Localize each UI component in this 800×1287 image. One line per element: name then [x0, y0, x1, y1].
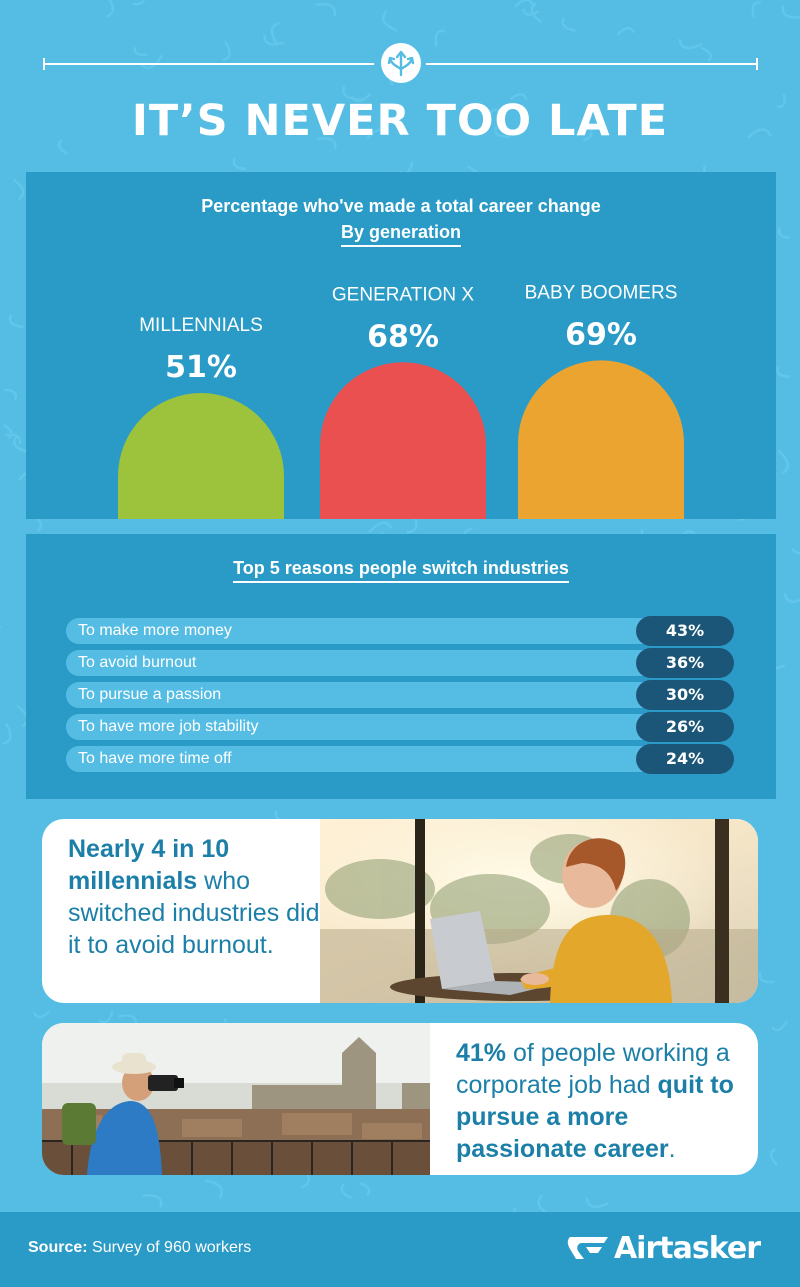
reasons-title-wrap: Top 5 reasons people switch industries [26, 558, 776, 583]
card-2-text-1: of people working a corporate job had [456, 1039, 730, 1099]
bar-generation-x [320, 362, 486, 519]
card-1-bold: Nearly 4 in 10 millennials [68, 835, 230, 895]
card-2-text-2: . [668, 1135, 676, 1163]
header-rule-cap-right [756, 58, 758, 70]
woman-using-laptop-photo [320, 819, 758, 1003]
card-2-bold: quit to pursue a more passionate career [456, 1071, 734, 1163]
reason-row: To avoid burnout 36% [66, 648, 734, 678]
source-label: Source: [28, 1239, 88, 1256]
millennials-burnout-card: Nearly 4 in 10 millennials who switched … [42, 819, 758, 1003]
reason-row: To have more time off 24% [66, 744, 734, 774]
passionate-career-card: 41% of people working a corporate job ha… [42, 1023, 758, 1175]
reason-value-pill: 30% [636, 680, 734, 710]
card-1-rest: who switched industries did it to avoid … [68, 867, 320, 959]
bar-baby-boomers [518, 360, 684, 519]
category-label-baby-boomers: BABY BOOMERS [525, 282, 678, 303]
reason-row: To make more money 43% [66, 616, 734, 646]
header-rule-cap-left [43, 58, 45, 70]
value-label-millennials: 51% [165, 350, 237, 385]
value-label-generation-x: 68% [367, 319, 439, 354]
reason-track: To have more time off [66, 746, 666, 772]
reasons-panel: Top 5 reasons people switch industries T… [26, 534, 776, 799]
reason-label: To pursue a passion [78, 686, 222, 703]
source-text: Survey of 960 workers [87, 1239, 252, 1256]
reasons-title: Top 5 reasons people switch industries [233, 558, 569, 583]
career-change-panel: Percentage who've made a total career ch… [26, 172, 776, 519]
category-label-millennials: MILLENNIALS [139, 315, 263, 336]
header-rule-left [44, 63, 374, 65]
reason-value-pill: 43% [636, 616, 734, 646]
chart-subtitle: By generation [340, 222, 462, 247]
generation-chart: 51% MILLENNIALS 68% GENERATION X 69% BABY BOO… [118, 282, 684, 519]
chart-subtitle-wrap: By generation [26, 222, 776, 247]
reason-track: To make more money [66, 618, 666, 644]
reason-value-pill: 24% [636, 744, 734, 774]
reason-track: To have more job stability [66, 714, 666, 740]
header-rule-right [426, 63, 758, 65]
bar-millennials [118, 393, 284, 519]
card-1-text: Nearly 4 in 10 millennials who switched … [68, 833, 328, 961]
direction-arrows-icon [381, 43, 421, 83]
reason-label: To have more job stability [78, 718, 259, 735]
reason-value-pill: 26% [636, 712, 734, 742]
reason-row: To have more job stability 26% [66, 712, 734, 742]
airtasker-logo-text: Airtasker [613, 1230, 761, 1266]
source-note: Source: Survey of 960 workers [28, 1239, 251, 1257]
page-title: IT’S NEVER TOO LATE [131, 96, 669, 146]
airtasker-logo-icon [567, 1237, 608, 1259]
category-label-generation-x: GENERATION X [332, 284, 474, 305]
airtasker-logo[interactable]: Airtasker [566, 1228, 761, 1268]
footer: Source: Survey of 960 workers Airtasker [0, 1212, 800, 1287]
card-2-bold-lead: 41% [456, 1039, 507, 1067]
reason-label: To have more time off [78, 750, 232, 767]
reason-track: To pursue a passion [66, 682, 666, 708]
card-2-text: 41% of people working a corporate job ha… [456, 1037, 756, 1165]
reason-label: To make more money [78, 622, 232, 639]
reason-row: To pursue a passion 30% [66, 680, 734, 710]
reason-value-pill: 36% [636, 648, 734, 678]
photographer-over-city-photo [42, 1023, 430, 1175]
value-label-baby-boomers: 69% [565, 317, 637, 352]
chart-title: Percentage who've made a total career ch… [201, 196, 601, 216]
reason-label: To avoid burnout [78, 654, 197, 671]
reason-track: To avoid burnout [66, 650, 666, 676]
